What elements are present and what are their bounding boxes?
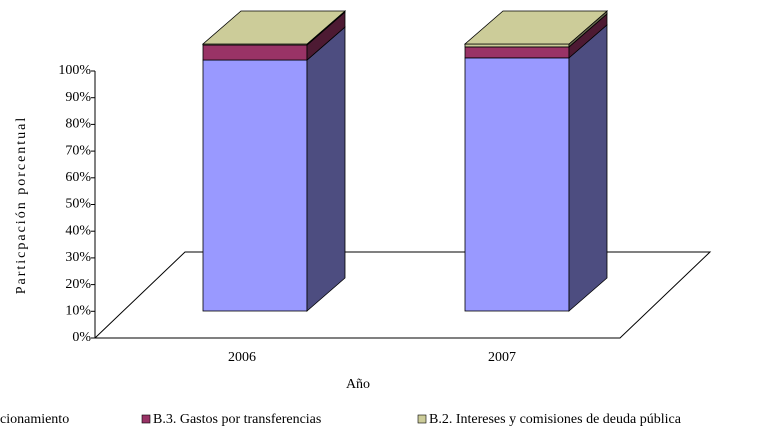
bar-segment-side [568,24,608,312]
x-axis-title: Año [346,377,370,392]
y-tick-label: 100% [58,63,91,78]
bar-segment [202,44,308,61]
y-tick-label: 70% [65,143,91,158]
legend-label: cionamiento [0,412,69,427]
bar-segment [464,57,570,312]
floor [93,251,712,339]
legend-swatch [141,414,151,424]
bar-segment [202,59,308,312]
y-tick-label: 50% [65,197,91,212]
bar-segment [464,46,570,59]
y-tick-label: 80% [65,117,91,132]
bar-segment-side [306,26,346,312]
x-tick-label: 2006 [228,350,256,365]
y-tick-label: 40% [65,223,91,238]
y-tick-label: 30% [65,250,91,265]
legend-label: B.2. Intereses y comisiones de deuda púb… [429,412,682,427]
x-tick-label: 2007 [488,350,516,365]
y-tick-label: 20% [65,277,91,292]
bar-top [463,10,609,45]
bar-segment [464,43,570,48]
y-axis-title: Particpación porcentual [14,116,29,295]
y-tick-label: 10% [65,304,91,319]
bar-top [201,10,347,45]
y-tick-label: 0% [72,330,91,345]
legend-label: B.3. Gastos por transferencias [153,412,321,427]
y-tick-label: 90% [65,90,91,105]
y-tick-label: 60% [65,170,91,185]
legend-swatch [417,414,427,424]
